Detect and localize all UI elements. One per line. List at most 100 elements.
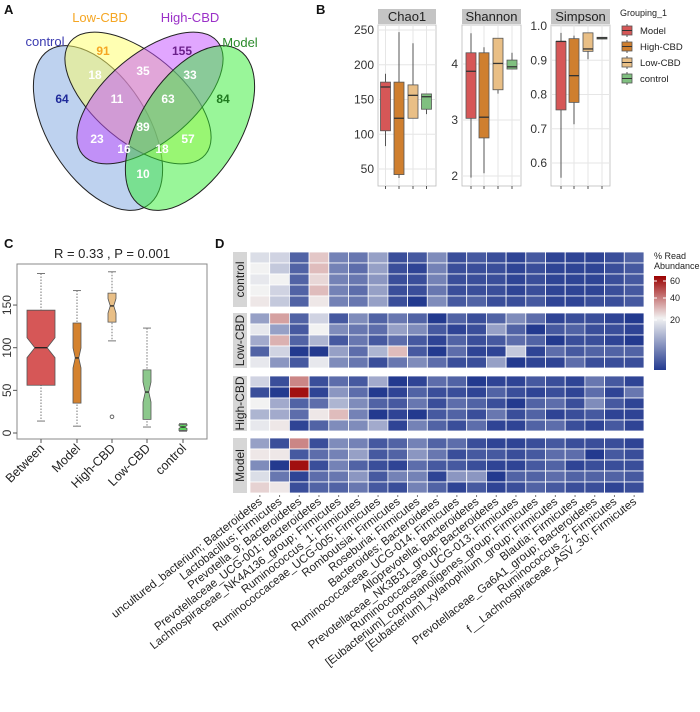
heatmap-cell: [446, 356, 468, 369]
legend-label: Low-CBD: [640, 58, 681, 69]
heatmap-cell: [269, 251, 290, 264]
heatmap-cell: [348, 312, 369, 325]
box-high-cbd: [393, 81, 405, 175]
heatmap-cell: [505, 262, 527, 275]
heatmap-cell: [308, 345, 330, 358]
heatmap-cell: [269, 273, 290, 286]
venn-region-count: 35: [136, 64, 150, 78]
heatmap-cell: [367, 262, 389, 275]
heatmap-cell: [348, 251, 369, 264]
heatmap-cell: [505, 386, 527, 399]
heatmap-cell: [387, 251, 408, 264]
heatmap-cell: [367, 356, 389, 369]
heatmap-cell: [387, 262, 408, 275]
heatmap-cell: [269, 481, 290, 494]
heatmap-cell: [348, 386, 369, 399]
heatmap-cell: [387, 334, 408, 347]
group-strip-label: High-CBD: [233, 376, 247, 430]
heatmap-cell: [328, 262, 349, 275]
heatmap-cell: [288, 345, 310, 358]
facet-title: Chao1: [388, 9, 426, 24]
heatmap-cell: [466, 284, 487, 297]
heatmap-cell: [367, 295, 389, 308]
heatmap-cell: [604, 419, 625, 432]
heatmap-cell: [604, 284, 625, 297]
heatmap-cell: [623, 470, 645, 483]
heatmap-cell: [308, 295, 330, 308]
y-tick-label: 0.8: [530, 88, 547, 102]
heatmap-cell: [328, 437, 349, 450]
heatmap-cell: [584, 481, 606, 494]
heatmap-cell: [466, 251, 487, 264]
heatmap-cell: [328, 345, 349, 358]
heatmap-cell: [485, 481, 507, 494]
heatmap-cell: [367, 323, 389, 336]
heatmap-cell: [426, 437, 448, 450]
heatmap-cell: [505, 251, 527, 264]
legend-title: Abundance: [654, 261, 700, 271]
heatmap-cell: [249, 481, 271, 494]
heatmap-cell: [485, 345, 507, 358]
heatmap-cell: [623, 284, 645, 297]
heatmap-cell: [269, 284, 290, 297]
heatmap-cell: [328, 375, 349, 388]
heatmap-cell: [604, 323, 625, 336]
heatmap-cell: [545, 459, 566, 472]
heatmap-cell: [426, 356, 448, 369]
heatmap-cell: [525, 375, 546, 388]
heatmap-cell: [407, 459, 428, 472]
heatmap-cell: [407, 273, 428, 286]
heatmap-cell: [288, 251, 310, 264]
heatmap-cell: [308, 251, 330, 264]
heatmap-cell: [387, 397, 408, 410]
heatmap-cell: [545, 375, 566, 388]
heatmap-cell: [466, 323, 487, 336]
venn-region-count: 64: [55, 92, 69, 106]
y-tick-label: 0.9: [530, 53, 547, 67]
heatmap-cell: [604, 273, 625, 286]
facet-shannon: 2 3 4 Shannon: [451, 9, 522, 189]
heatmap-cell: [604, 437, 625, 450]
heatmap-cell: [446, 251, 468, 264]
heatmap-cell: [308, 356, 330, 369]
heatmap-cell: [308, 273, 330, 286]
heatmap-cell: [485, 437, 507, 450]
heatmap-cell: [525, 481, 546, 494]
heatmap-cell: [308, 481, 330, 494]
heatmap-cell: [466, 459, 487, 472]
heatmap-cell: [249, 408, 271, 421]
heatmap-cell: [505, 334, 527, 347]
heatmap-cell: [249, 323, 271, 336]
panel-label-a: A: [4, 2, 14, 17]
heatmap-cell: [545, 386, 566, 399]
heatmap-group-low-cbd: Low-CBD: [233, 312, 645, 369]
y-tick-label: 200: [354, 58, 374, 72]
facet-title: Shannon: [465, 9, 517, 24]
heatmap-cell: [604, 375, 625, 388]
heatmap-cell: [249, 356, 271, 369]
heatmap-cell: [348, 323, 369, 336]
heatmap-cell: [604, 345, 625, 358]
heatmap-cell: [426, 459, 448, 472]
heatmap-cell: [387, 386, 408, 399]
heatmap-cell: [387, 408, 408, 421]
heatmap-cell: [623, 437, 645, 450]
heatmap-cell: [308, 284, 330, 297]
heatmap-cell: [584, 251, 606, 264]
heatmap-cell: [505, 470, 527, 483]
heatmap-cell: [505, 448, 527, 461]
heatmap-cell: [525, 295, 546, 308]
heatmap-cell: [564, 375, 586, 388]
heatmap-cell: [407, 419, 428, 432]
heatmap-cell: [545, 397, 566, 410]
heatmap-cell: [308, 408, 330, 421]
heatmap-cell: [446, 375, 468, 388]
panel-label-b: B: [316, 2, 325, 17]
heatmap-cell: [426, 481, 448, 494]
heatmap-cell: [584, 397, 606, 410]
facet-strip: [551, 9, 610, 24]
heatmap-cell: [446, 323, 468, 336]
heatmap-cell: [328, 323, 349, 336]
